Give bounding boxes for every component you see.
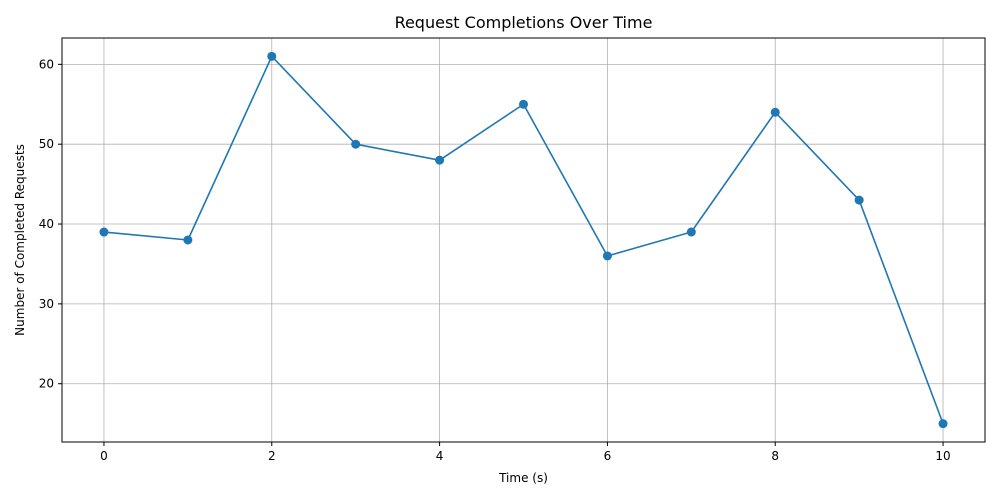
data-point bbox=[183, 235, 193, 245]
data-point bbox=[854, 195, 864, 205]
series-layer bbox=[99, 51, 948, 429]
data-point bbox=[602, 251, 612, 261]
grid-layer bbox=[62, 38, 985, 442]
data-point bbox=[435, 155, 445, 165]
series-line bbox=[103, 55, 944, 424]
plot-frame bbox=[61, 37, 986, 443]
x-tick-label: 8 bbox=[771, 449, 779, 463]
y-tick-label: 50 bbox=[39, 137, 54, 151]
chart-title: Request Completions Over Time bbox=[395, 13, 653, 32]
y-axis-label: Number of Completed Requests bbox=[13, 144, 27, 336]
data-point bbox=[519, 99, 528, 109]
x-tick-label: 2 bbox=[268, 449, 276, 463]
data-point bbox=[99, 227, 109, 237]
data-point bbox=[938, 419, 948, 429]
y-tick-label: 60 bbox=[39, 57, 54, 71]
data-point bbox=[686, 227, 696, 237]
x-axis-label: Time (s) bbox=[498, 471, 548, 485]
data-point bbox=[351, 139, 361, 149]
data-point bbox=[267, 51, 277, 61]
tick-layer: 0 2 4 6 8 10 20 30 40 50 60 bbox=[39, 57, 951, 463]
x-tick-label: 4 bbox=[436, 449, 444, 463]
x-tick-label: 0 bbox=[100, 449, 108, 463]
y-tick-label: 40 bbox=[39, 217, 54, 231]
y-tick-label: 20 bbox=[39, 377, 54, 391]
x-tick-label: 10 bbox=[935, 449, 950, 463]
data-point bbox=[770, 107, 780, 117]
y-tick-label: 30 bbox=[39, 297, 54, 311]
x-tick-label: 6 bbox=[604, 449, 612, 463]
